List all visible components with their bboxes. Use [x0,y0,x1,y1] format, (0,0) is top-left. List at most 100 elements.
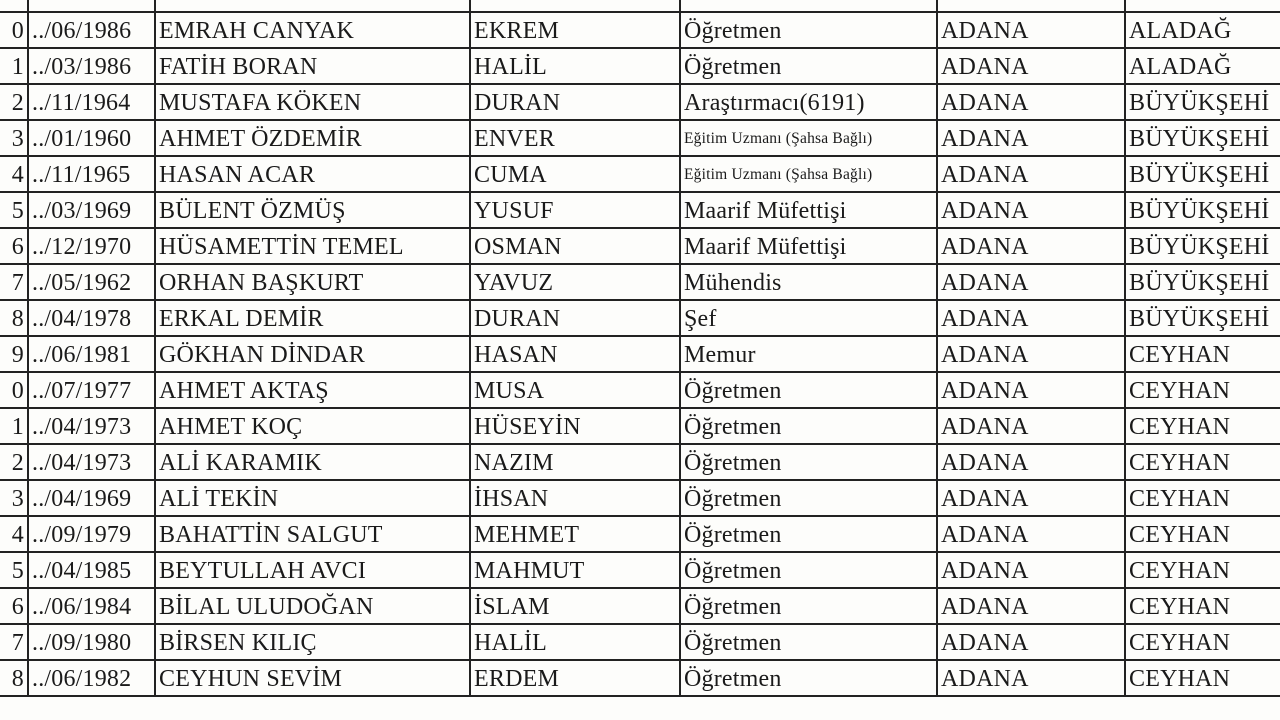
birth-date: ../04/1969 [32,486,132,512]
birth-date: ../04/1978 [32,306,132,332]
row-border [0,83,1280,85]
district: CEYHAN [1129,414,1231,440]
birth-date: ../09/1980 [32,630,132,656]
birth-date: ../06/1982 [32,666,132,692]
row-number: 4 [11,162,24,188]
row-border [0,371,1280,373]
row-border [0,515,1280,517]
row-border [0,443,1280,445]
province: ADANA [941,18,1029,44]
province: ADANA [941,486,1029,512]
full-name: FATİH BORAN [159,54,318,80]
title: Öğretmen [684,54,782,80]
province: ADANA [941,558,1029,584]
province: ADANA [941,414,1029,440]
row-border [0,551,1280,553]
row-border [0,659,1280,661]
title: Öğretmen [684,558,782,584]
birth-date: ../01/1960 [32,126,132,152]
district: BÜYÜKŞEHİ [1129,162,1270,188]
full-name: CEYHUN SEVİM [159,666,343,692]
birth-date: ../11/1964 [32,90,131,116]
title: Memur [684,342,756,368]
father-name: ENVER [474,126,555,152]
row-number: 3 [11,126,24,152]
province: ADANA [941,126,1029,152]
father-name: EKREM [474,18,559,44]
row-border [0,47,1280,49]
father-name: DURAN [474,306,561,332]
title: Öğretmen [684,450,782,476]
birth-date: ../06/1981 [32,342,132,368]
district: CEYHAN [1129,558,1231,584]
row-number: 7 [11,630,24,656]
district: BÜYÜKŞEHİ [1129,198,1270,224]
title: Şef [684,306,717,332]
father-name: HÜSEYİN [474,414,581,440]
district: ALADAĞ [1129,54,1232,80]
father-name: DURAN [474,90,561,116]
row-border [0,587,1280,589]
district: BÜYÜKŞEHİ [1129,90,1270,116]
district: CEYHAN [1129,666,1231,692]
row-border [0,407,1280,409]
father-name: NAZIM [474,450,554,476]
row-border [0,227,1280,229]
district: CEYHAN [1129,450,1231,476]
row-border [0,155,1280,157]
title: Öğretmen [684,594,782,620]
district: BÜYÜKŞEHİ [1129,234,1270,260]
column-border [936,0,938,697]
birth-date: ../04/1973 [32,414,132,440]
row-number: 8 [11,666,24,692]
birth-date: ../04/1973 [32,450,132,476]
row-number: 7 [11,270,24,296]
province: ADANA [941,198,1029,224]
province: ADANA [941,234,1029,260]
full-name: MUSTAFA KÖKEN [159,90,362,116]
province: ADANA [941,162,1029,188]
birth-date: ../03/1969 [32,198,132,224]
father-name: MEHMET [474,522,580,548]
column-border [154,0,156,697]
district: CEYHAN [1129,378,1231,404]
father-name: YAVUZ [474,270,554,296]
district: CEYHAN [1129,630,1231,656]
birth-date: ../11/1965 [32,162,131,188]
birth-date: ../07/1977 [32,378,132,404]
column-border [679,0,681,697]
row-number: 5 [11,558,24,584]
title: Öğretmen [684,630,782,656]
father-name: İSLAM [474,594,550,620]
title: Maarif Müfettişi [684,198,847,224]
father-name: MAHMUT [474,558,585,584]
row-number: 1 [11,414,24,440]
province: ADANA [941,342,1029,368]
row-number: 6 [11,234,24,260]
province: ADANA [941,54,1029,80]
full-name: BEYTULLAH AVCI [159,558,367,584]
title: Araştırmacı(6191) [684,90,865,116]
district: CEYHAN [1129,486,1231,512]
full-name: ALİ TEKİN [159,486,279,512]
father-name: ERDEM [474,666,559,692]
full-name: BİRSEN KILIÇ [159,630,317,656]
province: ADANA [941,450,1029,476]
row-number: 3 [11,486,24,512]
row-number: 9 [11,342,24,368]
row-border [0,335,1280,337]
father-name: CUMA [474,162,547,188]
province: ADANA [941,594,1029,620]
full-name: AHMET KOÇ [159,414,303,440]
full-name: HÜSAMETTİN TEMEL [159,234,404,260]
full-name: ALİ KARAMIK [159,450,322,476]
row-number: 2 [11,450,24,476]
column-border [27,0,29,697]
father-name: HASAN [474,342,558,368]
title: Öğretmen [684,414,782,440]
full-name: BİLAL ULUDOĞAN [159,594,374,620]
title: Maarif Müfettişi [684,234,847,260]
full-name: AHMET ÖZDEMİR [159,126,362,152]
province: ADANA [941,666,1029,692]
birth-date: ../06/1984 [32,594,132,620]
